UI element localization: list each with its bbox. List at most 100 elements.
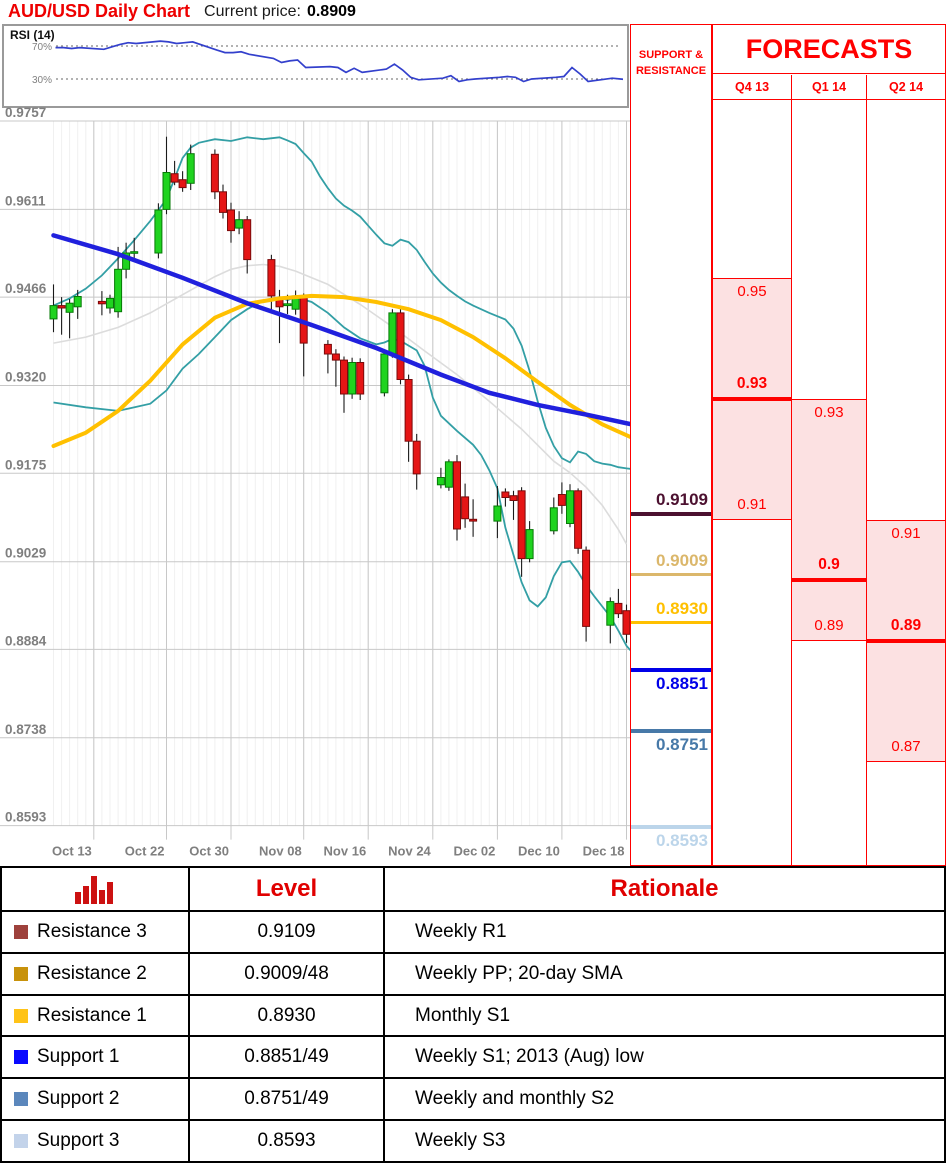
level-name-cell: Support 1 bbox=[2, 1037, 190, 1078]
candle-body bbox=[517, 490, 526, 560]
candle-body bbox=[227, 209, 235, 232]
rationale-text: Monthly S1 bbox=[415, 1004, 511, 1026]
x-tick-label: Oct 13 bbox=[52, 844, 92, 859]
forecast-top-value: 0.93 bbox=[814, 404, 844, 421]
sr-level-label: 0.8930 bbox=[656, 599, 708, 618]
candle-body bbox=[267, 259, 276, 297]
forecast-range-box bbox=[791, 399, 867, 641]
forecast-mid-line bbox=[712, 397, 792, 401]
level-color-swatch bbox=[14, 1092, 28, 1107]
sr-level-line-0.8751 bbox=[631, 729, 711, 733]
level-value: 0.8593 bbox=[257, 1130, 316, 1152]
table-row: Support 1 0.8851/49 Weekly S1; 2013 (Aug) … bbox=[2, 1037, 944, 1080]
rationale-text: Weekly PP; 20-day SMA bbox=[415, 962, 623, 984]
candle-body bbox=[501, 491, 510, 498]
candlestick-chart: Oct 13 Oct 22 Oct 30 Nov 08 Nov 16 Nov 24 Dec … bbox=[0, 106, 632, 859]
table-header-row: Level Rationale bbox=[2, 868, 944, 912]
candle-body bbox=[122, 252, 131, 270]
level-name-cell: Resistance 2 bbox=[2, 953, 190, 994]
forecasts-panel: FORECASTS Q4 13 0.95 0.93 0.91 Q1 14 0.93 0.9 0… bbox=[712, 24, 946, 866]
page-title: AUD/USD Daily Chart bbox=[8, 1, 191, 21]
sr-level-line-0.8851 bbox=[631, 668, 711, 672]
rsi-chart: 70% 30% bbox=[32, 40, 629, 86]
sma50-line bbox=[53, 263, 628, 545]
table-header-level-cell: Level bbox=[190, 868, 385, 910]
y-tick-label: 0.8738 bbox=[5, 722, 47, 737]
candle-body bbox=[614, 602, 623, 615]
page-header: AUD/USD Daily Chart Current price: 0.890… bbox=[8, 0, 356, 23]
sr-level-line-0.9109 bbox=[631, 512, 711, 516]
sr-level-line-0.8593 bbox=[631, 825, 711, 829]
forecast-bottom-value: 0.87 bbox=[891, 738, 921, 755]
candle-body bbox=[436, 477, 445, 486]
support-resistance-panel: SUPPORT & RESISTANCE 0.9109 0.9009 0.8930 0… bbox=[630, 24, 712, 866]
forecast-top-value: 0.91 bbox=[891, 525, 921, 542]
sr-title-line1: SUPPORT & bbox=[638, 49, 704, 61]
level-color-swatch bbox=[14, 1008, 28, 1023]
forecast-bottom-value: 0.91 bbox=[737, 496, 767, 513]
rsi-indicator-label: RSI (14) bbox=[10, 28, 55, 42]
x-tick-label: Oct 22 bbox=[125, 844, 165, 859]
candle-body bbox=[412, 440, 421, 475]
x-tick-label: Dec 18 bbox=[583, 844, 625, 859]
rationale-cell: Weekly and monthly S2 bbox=[385, 1079, 944, 1119]
rsi-threshold-label: 30% bbox=[32, 75, 52, 86]
sr-title-line2: RESISTANCE bbox=[635, 65, 707, 77]
candle-body bbox=[461, 496, 470, 520]
rsi-line bbox=[55, 40, 629, 83]
x-tick-label: Dec 02 bbox=[453, 844, 495, 859]
sr-level-label: 0.8593 bbox=[656, 831, 708, 850]
rationale-cell: Weekly S1; 2013 (Aug) low bbox=[385, 1037, 944, 1077]
level-name: Resistance 3 bbox=[37, 920, 147, 942]
level-value: 0.8851/49 bbox=[244, 1046, 329, 1068]
rationale-column-header: Rationale bbox=[610, 875, 719, 902]
candle-body bbox=[235, 219, 244, 229]
forecast-mid-value: 0.93 bbox=[736, 375, 768, 392]
forecast-column-q1-14: Q1 14 0.93 0.9 0.89 bbox=[791, 75, 867, 865]
level-name: Resistance 1 bbox=[37, 1004, 147, 1026]
level-value-cell: 0.9109 bbox=[190, 912, 385, 952]
level-value: 0.9009/48 bbox=[244, 962, 329, 984]
rationale-text: Weekly S3 bbox=[415, 1130, 506, 1152]
sr-level-label: 0.8751 bbox=[656, 735, 708, 754]
rationale-text: Weekly and monthly S2 bbox=[415, 1088, 615, 1110]
y-tick-label: 0.9611 bbox=[5, 193, 46, 208]
candle-body bbox=[178, 179, 187, 189]
candle-body bbox=[49, 305, 58, 320]
table-row: Support 3 0.8593 Weekly S3 bbox=[2, 1121, 944, 1161]
candle-body bbox=[388, 312, 397, 355]
y-tick-label: 0.8593 bbox=[5, 810, 47, 825]
candle-body bbox=[622, 610, 631, 635]
level-name: Resistance 2 bbox=[37, 962, 147, 984]
sr-level-line-0.9009 bbox=[631, 573, 711, 576]
level-name-cell: Support 2 bbox=[2, 1079, 190, 1120]
candle-body bbox=[380, 353, 389, 394]
candle-body bbox=[97, 300, 106, 305]
forecast-mid-value: 0.9 bbox=[818, 556, 840, 573]
level-value: 0.8751/49 bbox=[244, 1088, 329, 1110]
level-value-cell: 0.8751/49 bbox=[190, 1079, 385, 1120]
level-color-swatch bbox=[14, 1134, 28, 1149]
level-value-cell: 0.8851/49 bbox=[190, 1037, 385, 1078]
current-price-value: 0.8909 bbox=[306, 2, 356, 20]
candle-body bbox=[340, 359, 348, 395]
rationale-text: Weekly R1 bbox=[415, 920, 507, 942]
level-column-header: Level bbox=[255, 875, 318, 902]
x-tick-label: Nov 24 bbox=[388, 844, 431, 859]
current-price-label: Current price: bbox=[204, 2, 301, 20]
candle-body bbox=[509, 495, 518, 502]
candle-body bbox=[469, 518, 478, 522]
level-value: 0.9109 bbox=[257, 920, 316, 942]
candle-body bbox=[404, 379, 413, 442]
table-row: Resistance 2 0.9009/48 Weekly PP; 20-day S… bbox=[2, 953, 944, 996]
candle-body bbox=[114, 268, 123, 313]
forecast-column-q4-13: Q4 13 0.95 0.93 0.91 bbox=[712, 75, 792, 865]
candle-body bbox=[323, 343, 332, 355]
candle-body bbox=[331, 353, 340, 361]
rationale-cell: Monthly S1 bbox=[385, 996, 944, 1036]
sr-panel-title: SUPPORT & RESISTANCE bbox=[631, 47, 711, 79]
candle-body bbox=[557, 494, 566, 506]
candle-body bbox=[453, 461, 461, 530]
x-tick-label: Nov 16 bbox=[324, 844, 367, 859]
candle-body bbox=[162, 172, 171, 210]
